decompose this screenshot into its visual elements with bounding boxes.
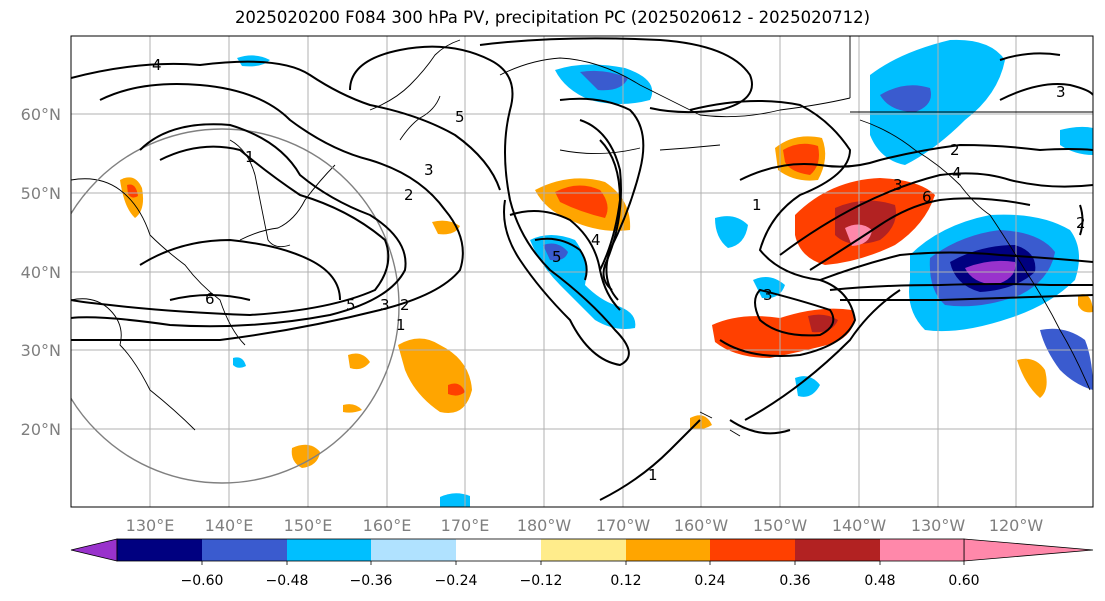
colorbar-tick-labels: −0.60 −0.48 −0.36 −0.24 −0.12 0.12 0.24 …: [181, 573, 980, 589]
lat-tick-label: 30°N: [21, 341, 61, 360]
contour-label: 6: [922, 188, 932, 206]
contour-label: 2: [404, 186, 414, 204]
lon-tick-label: 120°W: [989, 516, 1044, 535]
precip-positive-area: [291, 444, 320, 468]
colorbar-extend-min: [70, 538, 118, 562]
precip-negative-area: [753, 276, 785, 299]
contour-label: 2: [1076, 214, 1086, 232]
precip-positive-area: [448, 383, 465, 396]
colorbar-bin: [371, 539, 456, 561]
contour-label: 1: [752, 196, 762, 214]
precip-negative-area: [965, 260, 1016, 285]
lat-tick-label: 50°N: [21, 184, 61, 203]
lat-tick-label: 20°N: [21, 420, 61, 439]
contour-label: 5: [346, 296, 356, 314]
contour-label: 1: [396, 316, 406, 334]
colorbar-bin: [117, 539, 202, 561]
highlight-circle: [71, 128, 400, 484]
colorbar-bin: [202, 539, 287, 561]
precip-positive-area: [783, 143, 819, 175]
colorbar-tick-label: −0.60: [181, 573, 224, 589]
contour-label: 4: [952, 164, 962, 182]
contour-label: 2: [950, 141, 960, 159]
colorbar-ticks: [201, 561, 965, 565]
colorbar-bin: [710, 539, 795, 561]
precip-positive-area: [1017, 358, 1047, 398]
contour-label: 5: [455, 108, 465, 126]
colorbar-outline: [116, 538, 965, 562]
colorbar-tick-label: −0.36: [350, 573, 393, 589]
precip-negative-area: [440, 493, 470, 507]
precip-negative-area: [580, 70, 628, 91]
contour-label: 5: [552, 248, 562, 266]
contour-labels: 4 5 1 3 2 6 5 3 2 1 5 4 3 1 2 3 6 4 2 3 …: [152, 56, 1086, 484]
colorbar-tick-label: −0.48: [266, 573, 309, 589]
contour-label: 3: [893, 176, 903, 194]
map-title: 2025020200 F084 300 hPa PV, precipitatio…: [234, 8, 871, 27]
colorbar-tick-label: 0.60: [948, 573, 979, 589]
precip-positive-area: [1078, 294, 1093, 313]
lon-tick-label: 150°E: [284, 516, 333, 535]
contour-label: 1: [648, 466, 658, 484]
precip-positive-area: [343, 404, 362, 413]
precip-positive-area: [432, 220, 460, 235]
precip-negative-area: [715, 216, 748, 248]
precip-positive-area: [127, 184, 138, 198]
lon-tick-label: 160°E: [363, 516, 412, 535]
precip-negative-area: [1040, 328, 1093, 390]
lon-tick-label: 130°W: [911, 516, 966, 535]
colorbar-extend-max: [963, 538, 1094, 562]
lon-tick-label: 180°W: [517, 516, 572, 535]
colorbar-bin: [541, 539, 626, 561]
contour-label: 4: [591, 231, 601, 249]
contour-label: 3: [424, 161, 434, 179]
lon-tick-label: 170°W: [596, 516, 651, 535]
precip-negative-area: [795, 376, 820, 397]
lon-tick-labels: 130°E 140°E 150°E 160°E 170°E 180°W 170°…: [126, 516, 1044, 535]
precip-negative-area: [880, 85, 931, 112]
lon-tick-label: 160°W: [674, 516, 729, 535]
colorbar-bin: [456, 539, 541, 561]
lat-tick-label: 60°N: [21, 105, 61, 124]
contour-label: 2: [400, 296, 410, 314]
lon-tick-label: 140°E: [205, 516, 254, 535]
coastlines: [71, 36, 1093, 437]
colorbar-tick-label: 0.36: [779, 573, 810, 589]
contour-label: 3: [380, 296, 390, 314]
precip-positive-area: [555, 185, 608, 218]
colorbar-bin: [626, 539, 710, 561]
lon-tick-label: 150°W: [753, 516, 808, 535]
contour-label: 6: [205, 290, 215, 308]
graticule: [71, 36, 1093, 507]
map-frame: [70, 35, 1094, 508]
lon-tick-label: 140°W: [832, 516, 887, 535]
colorbar-tick-label: 0.48: [864, 573, 895, 589]
pv-contours: [71, 37, 1093, 501]
precip-negative-area: [233, 357, 246, 368]
colorbar-tick-label: 0.24: [694, 573, 725, 589]
contour-label: 3: [763, 286, 773, 304]
contour-label: 3: [1056, 83, 1066, 101]
lat-tick-label: 40°N: [21, 263, 61, 282]
colorbar-tick-label: −0.12: [520, 573, 563, 589]
colorbar-bin: [880, 539, 964, 561]
precip-negative-area: [543, 243, 568, 261]
colorbar-tick-label: −0.24: [435, 573, 478, 589]
lon-tick-label: 130°E: [126, 516, 175, 535]
precip-negative-area: [1060, 126, 1093, 155]
lon-tick-label: 170°E: [441, 516, 490, 535]
precip-shading: [120, 39, 1093, 507]
colorbar-bin: [795, 539, 880, 561]
colorbar: −0.60 −0.48 −0.36 −0.24 −0.12 0.12 0.24 …: [70, 538, 1094, 589]
colorbar-bin: [287, 539, 371, 561]
precip-positive-area: [348, 353, 370, 370]
colorbar-tick-label: 0.12: [610, 573, 641, 589]
contour-label: 1: [245, 148, 255, 166]
lat-tick-labels: 60°N 50°N 40°N 30°N 20°N: [21, 105, 61, 439]
contour-label: 4: [152, 56, 162, 74]
